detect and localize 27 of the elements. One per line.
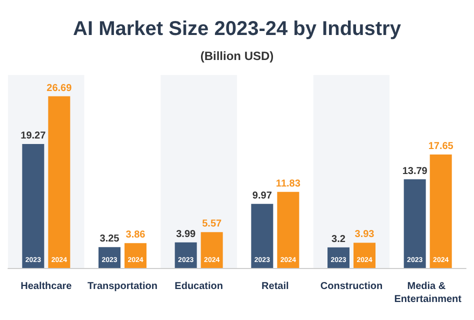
data-label: 3.93 bbox=[354, 229, 375, 240]
data-label: 9.97 bbox=[252, 190, 272, 202]
data-label: 11.83 bbox=[276, 178, 301, 190]
chart-title: AI Market Size 2023-24 by Industry bbox=[73, 18, 402, 40]
bar bbox=[22, 144, 44, 268]
data-label: 3.99 bbox=[176, 228, 196, 240]
data-label: 26.69 bbox=[46, 82, 72, 94]
chart-subtitle: (Billion USD) bbox=[200, 49, 274, 63]
data-label: 5.57 bbox=[202, 218, 222, 230]
bar bbox=[404, 179, 426, 268]
bar bbox=[124, 243, 146, 268]
bar bbox=[277, 192, 300, 268]
data-label: 19.27 bbox=[20, 130, 46, 142]
bar bbox=[430, 154, 452, 268]
x-tick-label: Healthcare bbox=[20, 281, 72, 292]
x-tick-label: Construction bbox=[320, 281, 383, 292]
data-label: 3.86 bbox=[126, 230, 146, 241]
x-tick-label: Education bbox=[174, 281, 224, 292]
bar bbox=[251, 204, 274, 268]
data-label: 13.79 bbox=[402, 166, 428, 177]
data-label: 3.25 bbox=[100, 234, 120, 245]
data-label: 3.2 bbox=[332, 234, 346, 245]
x-tick-label: Transportation bbox=[87, 281, 158, 292]
x-tick-label: Media & Entertainment bbox=[394, 281, 462, 305]
x-tick-label: Retail bbox=[262, 281, 290, 292]
data-label: 17.65 bbox=[428, 140, 454, 152]
bar bbox=[48, 96, 70, 268]
